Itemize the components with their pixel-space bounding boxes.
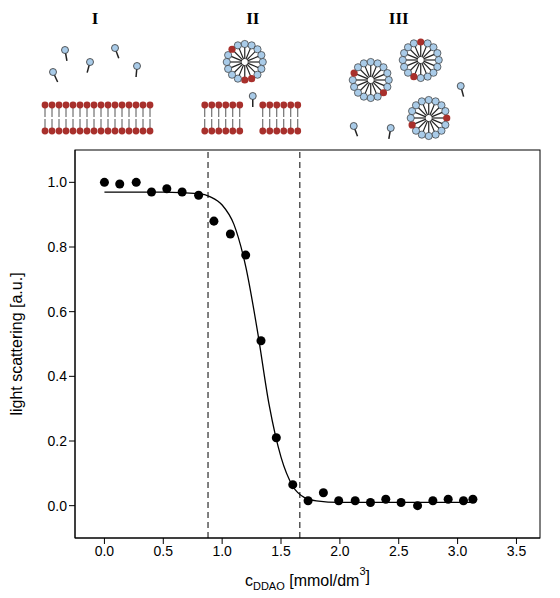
svg-text:light scattering [a.u.]: light scattering [a.u.] <box>8 272 25 415</box>
svg-text:II: II <box>246 9 260 28</box>
svg-text:0.0: 0.0 <box>48 498 68 514</box>
svg-text:1.5: 1.5 <box>271 543 291 559</box>
svg-text:I: I <box>92 9 99 28</box>
svg-text:3.0: 3.0 <box>448 543 468 559</box>
svg-text:III: III <box>389 9 409 28</box>
svg-text:1.0: 1.0 <box>48 174 68 190</box>
svg-text:0.2: 0.2 <box>48 433 68 449</box>
svg-text:3.5: 3.5 <box>507 543 527 559</box>
svg-text:2.5: 2.5 <box>389 543 409 559</box>
svg-text:0.4: 0.4 <box>48 368 68 384</box>
svg-text:1.0: 1.0 <box>212 543 232 559</box>
svg-text:0.8: 0.8 <box>48 239 68 255</box>
svg-text:0.5: 0.5 <box>154 543 174 559</box>
svg-text:0.6: 0.6 <box>48 304 68 320</box>
svg-text:0.0: 0.0 <box>95 543 115 559</box>
svg-text:2.0: 2.0 <box>330 543 350 559</box>
svg-text:cDDAO [mmol/dm3]: cDDAO [mmol/dm3] <box>245 565 370 592</box>
